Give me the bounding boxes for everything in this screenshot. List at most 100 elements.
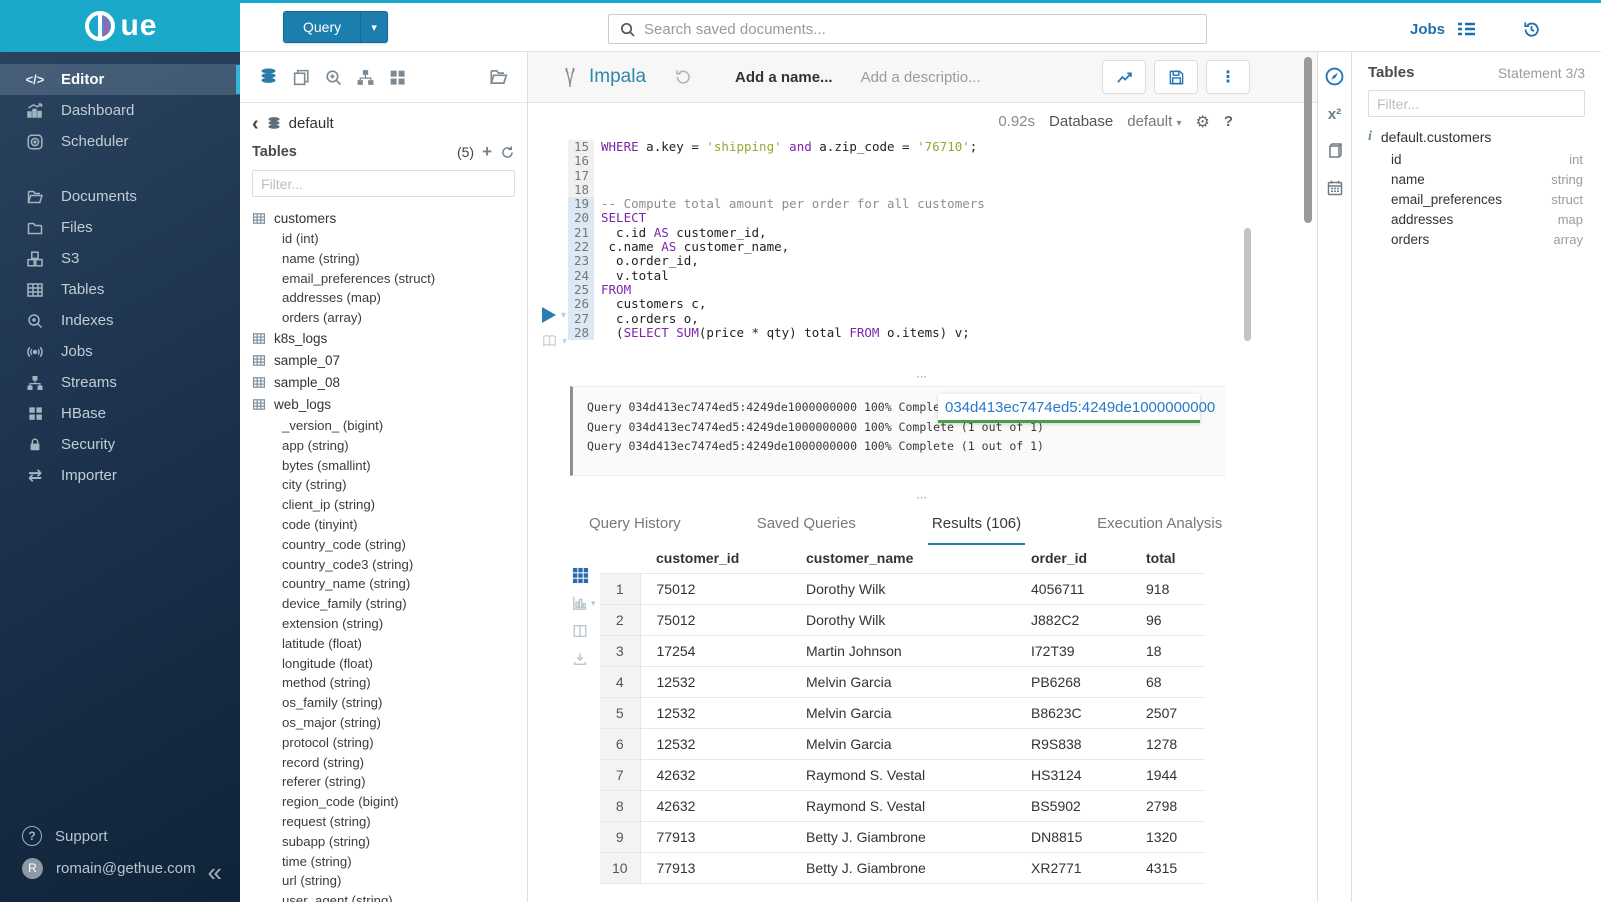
column-item[interactable]: request (string) bbox=[282, 813, 371, 829]
column-item[interactable]: country_name (string) bbox=[282, 576, 411, 592]
sitemap-icon[interactable] bbox=[356, 68, 375, 87]
table-row[interactable]: 6 12532 Melvin Garcia R9S838 1278 bbox=[600, 728, 1205, 760]
zoom-in-icon[interactable] bbox=[324, 68, 343, 87]
results-header-customer_name[interactable]: customer_name bbox=[806, 550, 914, 566]
column-item[interactable]: bytes (smallint) bbox=[282, 457, 371, 473]
databases-icon[interactable] bbox=[258, 67, 279, 87]
column-item[interactable]: name (string) bbox=[282, 250, 360, 266]
column-email_preferences[interactable]: email_preferences struct bbox=[1368, 189, 1585, 209]
results-header-customer_id[interactable]: customer_id bbox=[656, 550, 740, 566]
collapse-sidebar-button[interactable]: « bbox=[207, 857, 222, 887]
column-item[interactable]: orders (array) bbox=[282, 310, 362, 326]
back-chevron-icon[interactable]: ‹ bbox=[252, 112, 259, 135]
reference-book-icon[interactable]: ▾ bbox=[541, 333, 567, 349]
table-row[interactable]: 7 42632 Raymond S. Vestal HS3124 1944 bbox=[600, 759, 1205, 791]
column-item[interactable]: latitude (float) bbox=[282, 635, 362, 651]
column-item[interactable]: client_ip (string) bbox=[282, 497, 376, 513]
column-item[interactable]: addresses (map) bbox=[282, 290, 381, 306]
column-item[interactable]: extension (string) bbox=[282, 615, 384, 631]
column-orders[interactable]: orders array bbox=[1368, 229, 1585, 249]
query-history-icon[interactable] bbox=[674, 68, 692, 86]
column-item[interactable]: id (int) bbox=[282, 231, 319, 246]
column-item[interactable]: os_major (string) bbox=[282, 714, 381, 730]
apps-blocks-icon[interactable] bbox=[388, 68, 407, 87]
table-row[interactable]: 2 75012 Dorothy Wilk J882C2 96 bbox=[600, 604, 1205, 636]
execute-play-button[interactable] bbox=[542, 307, 556, 323]
sidebar-item-hbase[interactable]: HBase bbox=[0, 398, 240, 429]
grid-view-icon[interactable] bbox=[572, 566, 596, 584]
column-item[interactable]: _version_ (bigint) bbox=[282, 417, 384, 433]
table-row-sample_08[interactable]: sample_08 bbox=[252, 372, 515, 394]
help-question-icon[interactable]: ? bbox=[1223, 113, 1233, 130]
sidebar-item-s3[interactable]: S3 bbox=[0, 243, 240, 274]
table-row[interactable]: 10 77913 Betty J. Giambrone XR2771 4315 bbox=[600, 852, 1205, 884]
query-id-tooltip[interactable]: 034d413ec7474ed5:4249de1000000000 bbox=[938, 394, 1215, 423]
table-row[interactable]: 3 17254 Martin Johnson I72T39 18 bbox=[600, 635, 1205, 667]
column-item[interactable]: method (string) bbox=[282, 675, 371, 691]
table-row[interactable]: 5 12532 Melvin Garcia B8623C 2507 bbox=[600, 697, 1205, 729]
execute-options-caret-icon[interactable]: ▾ bbox=[561, 310, 567, 321]
column-item[interactable]: region_code (bigint) bbox=[282, 794, 399, 810]
jobs-link[interactable]: Jobs bbox=[1409, 20, 1445, 38]
column-name[interactable]: name string bbox=[1368, 169, 1585, 189]
active-table-row[interactable]: i default.customers bbox=[1368, 129, 1585, 145]
tab-results-106-[interactable]: Results (106) bbox=[927, 505, 1026, 545]
column-addresses[interactable]: addresses map bbox=[1368, 209, 1585, 229]
new-query-button[interactable]: Query ▾ bbox=[283, 11, 389, 43]
info-icon[interactable]: i bbox=[1368, 129, 1372, 144]
sidebar-item-indexes[interactable]: Indexes bbox=[0, 305, 240, 336]
column-item[interactable]: city (string) bbox=[282, 477, 347, 493]
editor-assistant-icon[interactable] bbox=[1324, 66, 1345, 87]
table-row[interactable]: 9 77913 Betty J. Giambrone DN8815 1320 bbox=[600, 821, 1205, 853]
sidebar-item-importer[interactable]: ⇄ Importer bbox=[0, 460, 240, 491]
open-folder-icon[interactable] bbox=[488, 67, 509, 87]
query-description-field[interactable]: Add a descriptio... bbox=[860, 68, 981, 86]
column-item[interactable]: protocol (string) bbox=[282, 734, 374, 750]
chevron-down-icon[interactable]: ▾ bbox=[360, 12, 387, 42]
column-item[interactable]: record (string) bbox=[282, 754, 365, 770]
hue-logo[interactable]: ue bbox=[0, 0, 240, 52]
tables-filter-input[interactable] bbox=[252, 170, 515, 197]
column-item[interactable]: longitude (float) bbox=[282, 655, 373, 671]
page-scrollbar[interactable] bbox=[1304, 57, 1312, 223]
sidebar-item-tables[interactable]: Tables bbox=[0, 274, 240, 305]
table-row-sample_07[interactable]: sample_07 bbox=[252, 350, 515, 372]
history-icon[interactable] bbox=[1522, 20, 1541, 39]
table-row-web_logs[interactable]: web_logs bbox=[252, 394, 515, 416]
table-row[interactable]: 1 75012 Dorothy Wilk 4056711 918 bbox=[600, 573, 1205, 605]
chart-view-icon[interactable]: ▾ bbox=[572, 594, 596, 612]
column-item[interactable]: os_family (string) bbox=[282, 695, 383, 711]
tab-saved-queries[interactable]: Saved Queries bbox=[756, 515, 856, 532]
table-row[interactable]: 4 12532 Melvin Garcia PB6268 68 bbox=[600, 666, 1205, 698]
column-item[interactable]: subapp (string) bbox=[282, 833, 370, 849]
sql-code-editor[interactable]: 15 WHERE a.key = 'shipping' and a.zip_cod… bbox=[568, 139, 1258, 341]
search-input[interactable] bbox=[644, 20, 1196, 38]
resize-handle[interactable]: ⋯ bbox=[916, 371, 929, 383]
tab-execution-analysis[interactable]: Execution Analysis bbox=[1097, 515, 1223, 532]
sidebar-item-scheduler[interactable]: Scheduler bbox=[0, 126, 240, 157]
sidebar-item-user[interactable]: R romain@gethue.com bbox=[0, 852, 240, 884]
editor-scrollbar[interactable] bbox=[1244, 228, 1251, 341]
sidebar-item-jobs[interactable]: Jobs bbox=[0, 336, 240, 367]
column-item[interactable]: time (string) bbox=[282, 853, 352, 869]
sidebar-item-dashboard[interactable]: Dashboard bbox=[0, 95, 240, 126]
query-name-field[interactable]: Add a name... bbox=[735, 68, 833, 86]
table-row-k8s_logs[interactable]: k8s_logs bbox=[252, 328, 515, 350]
resize-handle-2[interactable]: ⋯ bbox=[916, 492, 929, 504]
column-item[interactable]: email_preferences (struct) bbox=[282, 270, 436, 286]
tab-query-history[interactable]: Query History bbox=[589, 515, 681, 532]
more-options-button[interactable]: ⋮ bbox=[1206, 60, 1250, 94]
database-breadcrumb[interactable]: ‹ default bbox=[252, 112, 515, 135]
jobs-list-icon[interactable] bbox=[1457, 21, 1476, 37]
documents-copy-icon[interactable] bbox=[292, 68, 311, 87]
sidebar-item-support[interactable]: ? Support bbox=[0, 820, 240, 852]
column-item[interactable]: app (string) bbox=[282, 437, 349, 453]
table-row-customers[interactable]: customers bbox=[252, 207, 515, 229]
results-header-total[interactable]: total bbox=[1146, 550, 1176, 566]
column-item[interactable]: device_family (string) bbox=[282, 596, 407, 612]
column-item[interactable]: country_code (string) bbox=[282, 536, 406, 552]
chart-button[interactable] bbox=[1102, 60, 1146, 94]
engine-name[interactable]: Impala bbox=[589, 66, 647, 87]
sidebar-item-streams[interactable]: Streams bbox=[0, 367, 240, 398]
column-item[interactable]: url (string) bbox=[282, 873, 342, 889]
